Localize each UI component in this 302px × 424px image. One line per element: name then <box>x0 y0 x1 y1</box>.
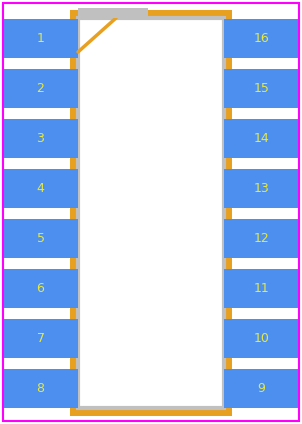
Text: 3: 3 <box>37 132 44 145</box>
Bar <box>224 119 299 158</box>
Bar <box>224 319 299 358</box>
Bar <box>3 69 78 108</box>
Text: 11: 11 <box>254 282 269 295</box>
Text: 4: 4 <box>37 182 44 195</box>
Text: 2: 2 <box>37 82 44 95</box>
Bar <box>3 369 78 408</box>
Bar <box>3 19 78 58</box>
Bar <box>78 8 148 18</box>
Text: 16: 16 <box>254 32 269 45</box>
Text: 5: 5 <box>37 232 44 245</box>
Text: 7: 7 <box>37 332 44 345</box>
Bar <box>224 69 299 108</box>
Bar <box>3 319 78 358</box>
Bar <box>3 119 78 158</box>
Text: 1: 1 <box>37 32 44 45</box>
Bar <box>3 219 78 258</box>
Text: 9: 9 <box>258 382 265 395</box>
Bar <box>224 369 299 408</box>
Text: 15: 15 <box>254 82 269 95</box>
Text: 6: 6 <box>37 282 44 295</box>
Text: 10: 10 <box>254 332 269 345</box>
Bar <box>224 169 299 208</box>
Bar <box>224 19 299 58</box>
Bar <box>78 18 224 408</box>
Bar <box>70 10 232 416</box>
Text: 14: 14 <box>254 132 269 145</box>
Bar <box>224 219 299 258</box>
Text: 8: 8 <box>37 382 44 395</box>
Bar <box>3 169 78 208</box>
Text: 12: 12 <box>254 232 269 245</box>
Text: 13: 13 <box>254 182 269 195</box>
Bar <box>3 269 78 308</box>
Bar <box>224 269 299 308</box>
